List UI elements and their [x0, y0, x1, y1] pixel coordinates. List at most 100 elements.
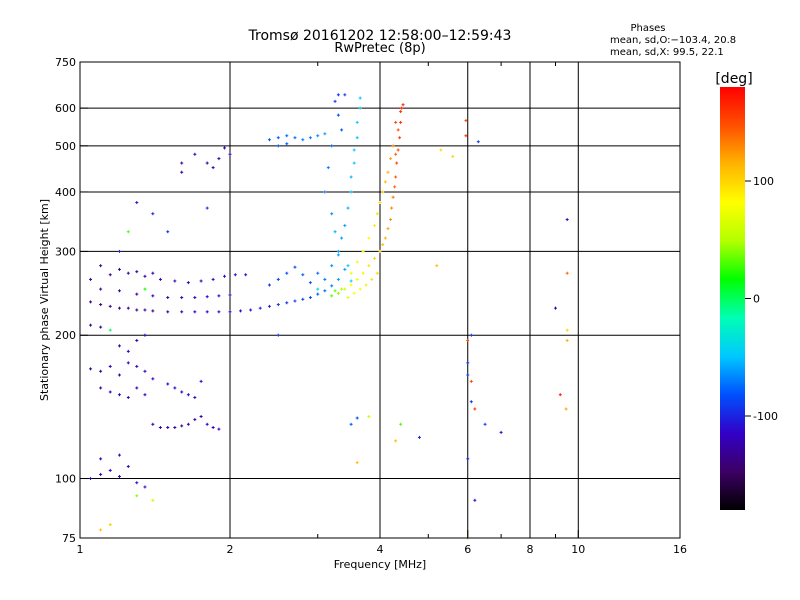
data-point-x — [464, 134, 468, 138]
data-point-o — [99, 369, 103, 373]
data-point-x — [373, 224, 377, 228]
data-point-o — [108, 468, 112, 472]
data-point-o — [99, 264, 103, 268]
data-point-o — [326, 166, 330, 170]
data-point-x — [367, 414, 371, 418]
data-point-o — [186, 281, 190, 285]
y-axis-label: Stationary phase Virtual Height [km] — [38, 199, 51, 401]
data-point-x — [135, 494, 139, 498]
data-point-o — [180, 424, 184, 428]
data-point-o — [180, 296, 184, 300]
data-point-o — [135, 386, 139, 390]
data-point-o — [180, 390, 184, 394]
legend-line-o: mean, sd,O:−103.4, 20.8 — [610, 35, 736, 46]
data-point-x — [391, 144, 395, 148]
data-point-o — [355, 136, 359, 140]
data-point-o — [135, 270, 139, 274]
data-point-o — [117, 474, 121, 478]
data-point-o — [151, 377, 155, 381]
data-point-o — [180, 170, 184, 174]
data-point-x — [386, 170, 390, 174]
data-point-o — [476, 140, 480, 144]
data-point-x — [143, 287, 147, 291]
data-point-x — [343, 287, 347, 291]
data-point-o — [117, 267, 121, 271]
data-point-o — [330, 264, 334, 268]
data-point-o — [158, 425, 162, 429]
data-point-o — [117, 393, 121, 397]
y-tick-label: 200 — [55, 329, 76, 342]
data-point-o — [205, 310, 209, 314]
data-point-o — [565, 218, 569, 222]
data-point-x — [439, 148, 443, 152]
data-point-o — [143, 369, 147, 373]
data-point-o — [211, 425, 215, 429]
data-point-o — [258, 306, 262, 310]
data-point-o — [151, 212, 155, 216]
data-point-o — [126, 271, 130, 275]
data-point-x — [330, 294, 334, 298]
data-point-o — [285, 271, 289, 275]
data-point-o — [349, 175, 353, 179]
data-point-o — [99, 472, 103, 476]
data-point-o — [205, 422, 209, 426]
data-point-o — [108, 390, 112, 394]
data-point-o — [469, 400, 473, 404]
legend-line-x: mean, sd,X: 99.5, 22.1 — [610, 47, 724, 58]
data-point-o — [276, 303, 280, 307]
data-point-x — [389, 218, 393, 222]
data-point-o — [223, 274, 227, 278]
data-point-x — [99, 528, 103, 532]
data-point-o — [211, 166, 215, 170]
data-point-o — [336, 113, 340, 117]
data-point-o — [217, 310, 221, 314]
data-point-x — [381, 243, 385, 247]
data-point-x — [346, 296, 350, 300]
data-point-x — [108, 328, 112, 332]
data-point-o — [276, 333, 280, 337]
data-point-x — [375, 271, 379, 275]
data-point-o — [108, 273, 112, 277]
data-point-o — [126, 464, 130, 468]
data-point-x — [466, 338, 470, 342]
data-point-o — [352, 148, 356, 152]
data-point-o — [143, 393, 147, 397]
data-point-o — [336, 253, 340, 257]
data-point-o — [193, 395, 197, 399]
data-point-o — [89, 323, 93, 327]
data-point-o — [223, 146, 227, 150]
data-point-o — [205, 161, 209, 165]
data-point-o — [267, 138, 271, 142]
y-tick-label: 75 — [62, 532, 76, 545]
data-point-o — [151, 271, 155, 275]
y-tick-label: 750 — [55, 56, 76, 69]
data-point-o — [89, 277, 93, 281]
data-point-x — [396, 128, 400, 132]
data-point-x — [451, 154, 455, 158]
data-point-o — [349, 422, 353, 426]
data-point-o — [117, 249, 121, 253]
data-point-o — [117, 306, 121, 310]
data-point-o — [228, 293, 232, 297]
data-point-o — [193, 152, 197, 156]
data-point-x — [400, 106, 404, 110]
data-point-o — [180, 161, 184, 165]
data-point-o — [276, 144, 280, 148]
data-point-x — [367, 236, 371, 240]
x-tick-label: 16 — [673, 543, 687, 556]
data-point-o — [330, 144, 334, 148]
data-point-o — [151, 422, 155, 426]
data-point-o — [349, 279, 353, 283]
data-point-x — [151, 498, 155, 502]
data-point-o — [336, 277, 340, 281]
x-tick-label: 8 — [527, 543, 534, 556]
data-point-x — [333, 289, 337, 293]
data-point-x — [383, 236, 387, 240]
data-point-x — [352, 291, 356, 295]
grid — [80, 62, 680, 538]
data-point-o — [346, 264, 350, 268]
data-point-o — [89, 300, 93, 304]
data-point-x — [378, 201, 382, 205]
data-point-x — [126, 230, 130, 234]
